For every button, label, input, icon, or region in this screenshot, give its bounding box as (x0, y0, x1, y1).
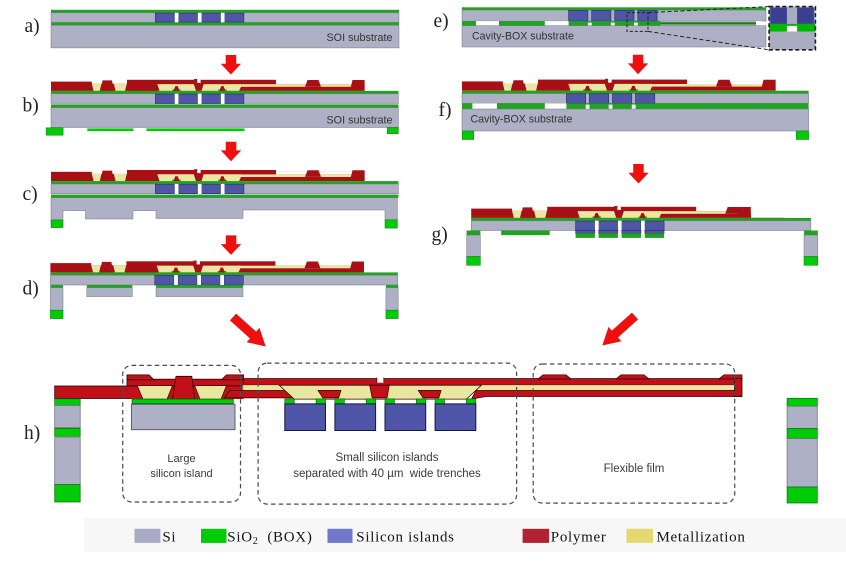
svg-text:d): d) (23, 279, 39, 300)
svg-text:g): g) (432, 225, 448, 246)
svg-text:Large: Large (167, 453, 195, 465)
svg-text:Silicon islands: Silicon islands (356, 529, 454, 545)
svg-text:Cavity-BOX substrate: Cavity-BOX substrate (472, 30, 574, 42)
svg-text:SOI substrate: SOI substrate (326, 115, 392, 127)
svg-text:b): b) (23, 96, 39, 117)
svg-text:Polymer: Polymer (551, 529, 607, 545)
svg-text:SiO2 (BOX): SiO2 (BOX) (227, 529, 312, 547)
svg-text:Metallization: Metallization (657, 529, 746, 545)
svg-text:silicon island: silicon island (150, 468, 212, 480)
svg-text:e): e) (434, 11, 449, 32)
svg-text:Small silicon islands: Small silicon islands (336, 452, 439, 464)
svg-text:Si: Si (162, 529, 176, 545)
svg-text:separated with 40 µm wide tre: separated with 40 µm wide trenches (293, 468, 481, 480)
svg-text:Flexible film: Flexible film (604, 463, 665, 475)
svg-text:f): f) (439, 100, 452, 121)
svg-text:Cavity-BOX substrate: Cavity-BOX substrate (471, 114, 573, 126)
svg-text:c): c) (23, 184, 38, 205)
svg-text:a): a) (25, 16, 40, 37)
svg-text:SOI substrate: SOI substrate (326, 32, 392, 44)
svg-text:h): h) (24, 423, 40, 444)
